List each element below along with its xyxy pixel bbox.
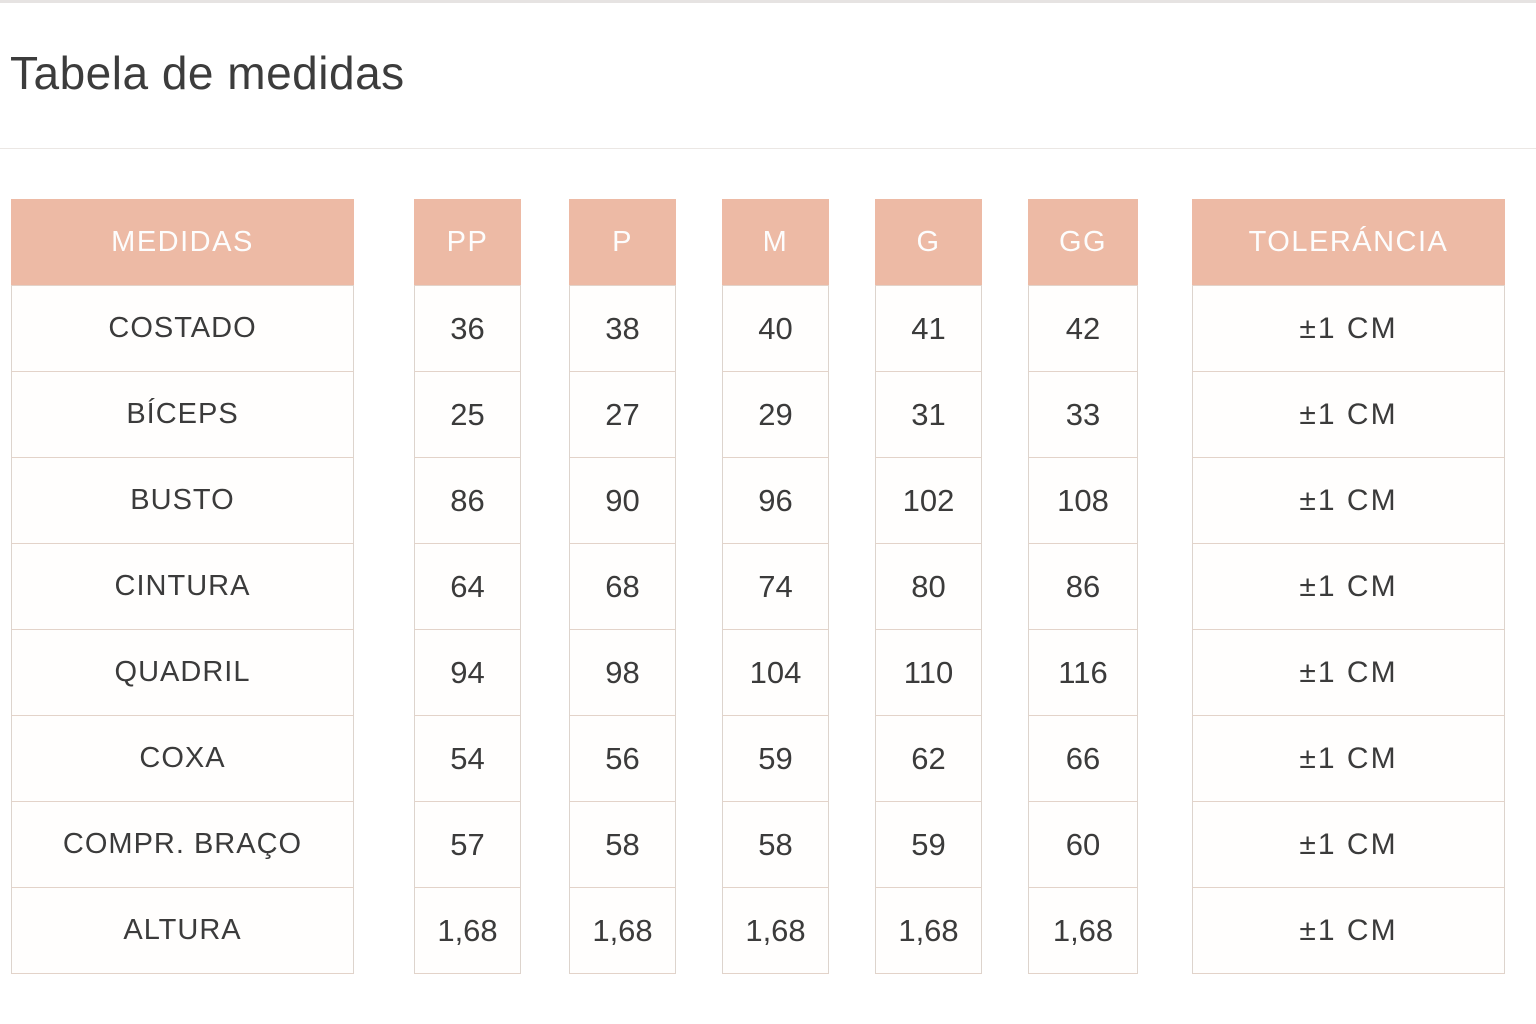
column-gg: GG 42 33 108 86 116 66 60 1,68: [1028, 199, 1138, 974]
tolerance-cell-costado: ±1 CM: [1192, 285, 1505, 372]
column-pp: PP 36 25 86 64 94 54 57 1,68: [414, 199, 521, 974]
tolerance-cell-coxa: ±1 CM: [1192, 715, 1505, 802]
row-label-compr-braco: COMPR. BRAÇO: [11, 801, 354, 888]
value-cell-compr-braco-p: 58: [569, 801, 676, 888]
header-cell-p: P: [569, 199, 676, 285]
tolerance-cell-biceps: ±1 CM: [1192, 371, 1505, 458]
value-cell-coxa-m: 59: [722, 715, 829, 802]
value-cell-busto-p: 90: [569, 457, 676, 544]
value-cell-costado-gg: 42: [1028, 285, 1138, 372]
row-label-costado: COSTADO: [11, 285, 354, 372]
value-cell-compr-braco-pp: 57: [414, 801, 521, 888]
row-label-altura: ALTURA: [11, 887, 354, 974]
value-cell-costado-p: 38: [569, 285, 676, 372]
column-m: M 40 29 96 74 104 59 58 1,68: [722, 199, 829, 974]
row-label-cintura: CINTURA: [11, 543, 354, 630]
row-label-busto: BUSTO: [11, 457, 354, 544]
row-label-coxa: COXA: [11, 715, 354, 802]
value-cell-quadril-pp: 94: [414, 629, 521, 716]
tolerance-cell-compr-braco: ±1 CM: [1192, 801, 1505, 888]
value-cell-costado-g: 41: [875, 285, 982, 372]
value-cell-busto-m: 96: [722, 457, 829, 544]
value-cell-biceps-gg: 33: [1028, 371, 1138, 458]
size-chart-table: MEDIDAS COSTADO BÍCEPS BUSTO CINTURA QUA…: [11, 199, 1505, 974]
value-cell-quadril-m: 104: [722, 629, 829, 716]
value-cell-biceps-g: 31: [875, 371, 982, 458]
value-cell-cintura-g: 80: [875, 543, 982, 630]
value-cell-coxa-gg: 66: [1028, 715, 1138, 802]
value-cell-busto-g: 102: [875, 457, 982, 544]
tolerance-cell-busto: ±1 CM: [1192, 457, 1505, 544]
title-divider: [0, 148, 1536, 149]
value-cell-busto-gg: 108: [1028, 457, 1138, 544]
value-cell-compr-braco-gg: 60: [1028, 801, 1138, 888]
value-cell-biceps-pp: 25: [414, 371, 521, 458]
value-cell-biceps-p: 27: [569, 371, 676, 458]
row-label-biceps: BÍCEPS: [11, 371, 354, 458]
tolerance-cell-cintura: ±1 CM: [1192, 543, 1505, 630]
value-cell-quadril-gg: 116: [1028, 629, 1138, 716]
tolerance-cell-quadril: ±1 CM: [1192, 629, 1505, 716]
value-cell-biceps-m: 29: [722, 371, 829, 458]
value-cell-costado-m: 40: [722, 285, 829, 372]
value-cell-quadril-g: 110: [875, 629, 982, 716]
value-cell-altura-gg: 1,68: [1028, 887, 1138, 974]
value-cell-cintura-gg: 86: [1028, 543, 1138, 630]
value-cell-compr-braco-m: 58: [722, 801, 829, 888]
tolerance-cell-altura: ±1 CM: [1192, 887, 1505, 974]
top-border-strip: [0, 0, 1536, 3]
value-cell-coxa-p: 56: [569, 715, 676, 802]
value-cell-coxa-g: 62: [875, 715, 982, 802]
value-cell-altura-pp: 1,68: [414, 887, 521, 974]
row-label-quadril: QUADRIL: [11, 629, 354, 716]
column-g: G 41 31 102 80 110 62 59 1,68: [875, 199, 982, 974]
value-cell-busto-pp: 86: [414, 457, 521, 544]
header-cell-medidas: MEDIDAS: [11, 199, 354, 285]
value-cell-cintura-p: 68: [569, 543, 676, 630]
value-cell-costado-pp: 36: [414, 285, 521, 372]
header-cell-pp: PP: [414, 199, 521, 285]
value-cell-coxa-pp: 54: [414, 715, 521, 802]
header-cell-tolerancia: TOLERÁNCIA: [1192, 199, 1505, 285]
value-cell-quadril-p: 98: [569, 629, 676, 716]
value-cell-cintura-m: 74: [722, 543, 829, 630]
column-tolerancia: TOLERÁNCIA ±1 CM ±1 CM ±1 CM ±1 CM ±1 CM…: [1192, 199, 1505, 974]
value-cell-altura-g: 1,68: [875, 887, 982, 974]
value-cell-altura-m: 1,68: [722, 887, 829, 974]
header-cell-m: M: [722, 199, 829, 285]
value-cell-altura-p: 1,68: [569, 887, 676, 974]
column-medidas: MEDIDAS COSTADO BÍCEPS BUSTO CINTURA QUA…: [11, 199, 354, 974]
value-cell-cintura-pp: 64: [414, 543, 521, 630]
value-cell-compr-braco-g: 59: [875, 801, 982, 888]
page-title: Tabela de medidas: [10, 47, 405, 99]
header-cell-gg: GG: [1028, 199, 1138, 285]
header-cell-g: G: [875, 199, 982, 285]
column-p: P 38 27 90 68 98 56 58 1,68: [569, 199, 676, 974]
